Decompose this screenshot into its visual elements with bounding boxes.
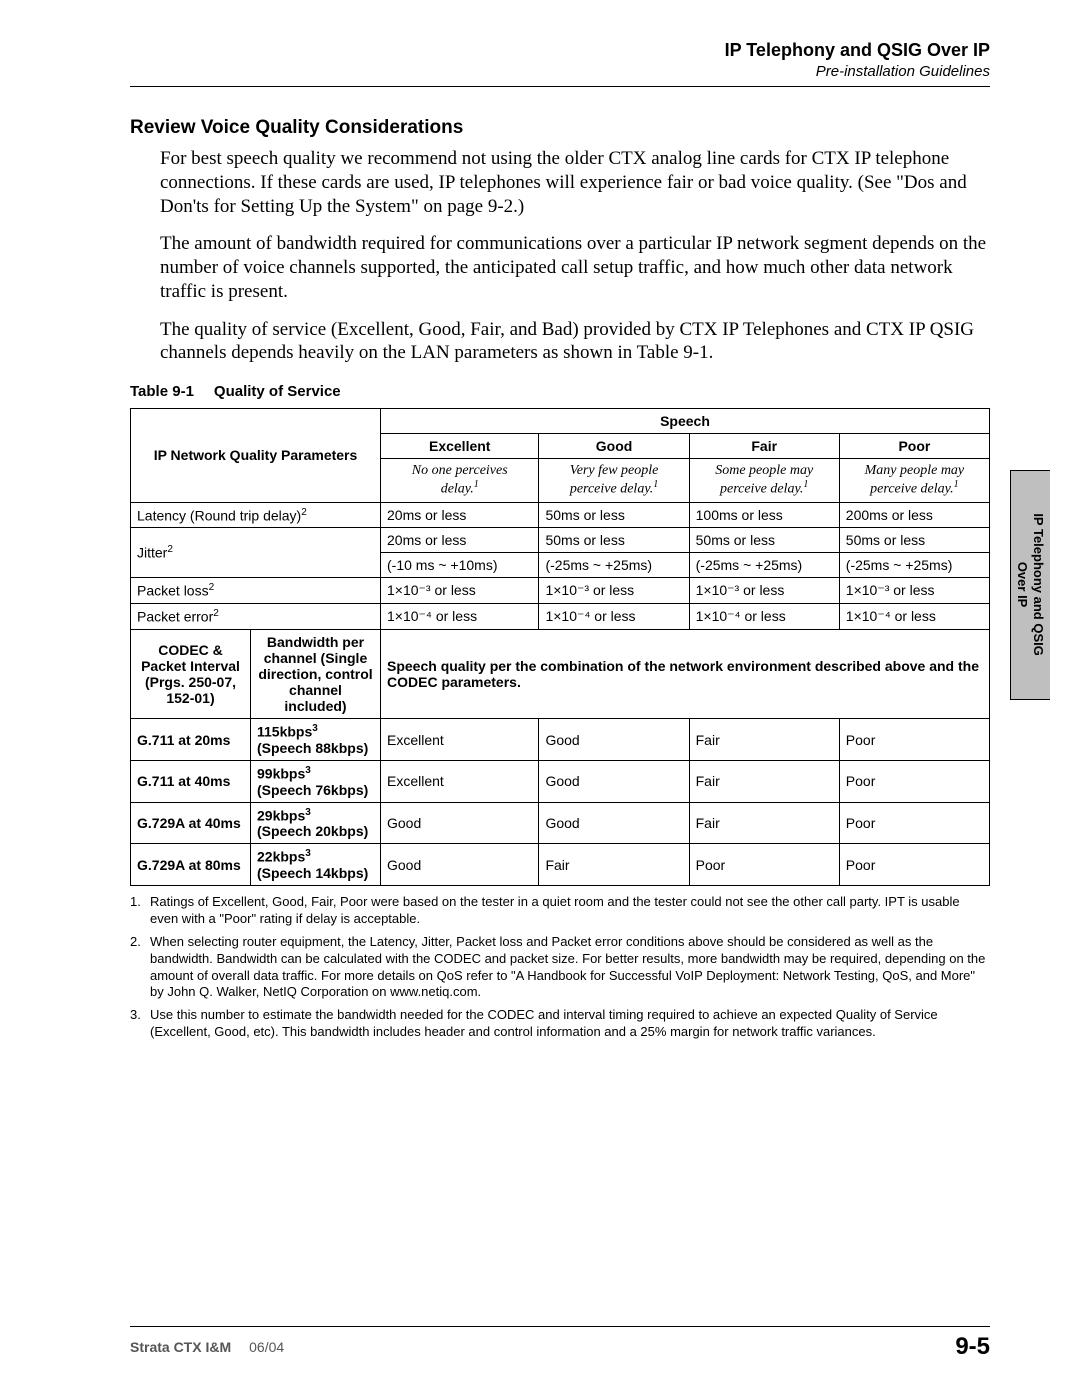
cell: 50ms or less xyxy=(689,528,839,553)
cell: 1×10⁻⁴ or less xyxy=(839,604,989,630)
footer-left: Strata CTX I&M06/04 xyxy=(130,1339,284,1355)
caption-title: Quality of Service xyxy=(214,383,341,400)
th-speech: Speech xyxy=(381,409,990,434)
side-tab-line: IP Telephony and QSIG xyxy=(1031,514,1046,657)
bw-cell: 115kbps3(Speech 88kbps) xyxy=(251,719,381,761)
cell: Poor xyxy=(839,802,989,844)
page-footer: Strata CTX I&M06/04 9-5 xyxy=(130,1326,990,1361)
page-header: IP Telephony and QSIG Over IP Pre-instal… xyxy=(130,40,990,87)
bw-header: Bandwidth per channel (Single direction,… xyxy=(251,630,381,719)
footnotes: 1.Ratings of Excellent, Good, Fair, Poor… xyxy=(130,894,990,1041)
cell: Good xyxy=(539,760,689,802)
cell: 1×10⁻³ or less xyxy=(689,578,839,604)
cell: Poor xyxy=(839,719,989,761)
cell: Good xyxy=(381,844,539,886)
cell: (-25ms ~ +25ms) xyxy=(539,553,689,578)
note-num: 3. xyxy=(130,1007,150,1041)
header-title: IP Telephony and QSIG Over IP xyxy=(130,40,990,61)
cell: 200ms or less xyxy=(839,502,989,528)
cell: 50ms or less xyxy=(539,528,689,553)
cell: Poor xyxy=(689,844,839,886)
cell: 1×10⁻⁴ or less xyxy=(381,604,539,630)
desc-cell: Many people mayperceive delay.1 xyxy=(839,459,989,503)
cell: Fair xyxy=(689,802,839,844)
row-label: Latency (Round trip delay)2 xyxy=(131,502,381,528)
cell: (-10 ms ~ +10ms) xyxy=(381,553,539,578)
cell: Good xyxy=(539,802,689,844)
qos-table: IP Network Quality Parameters Speech Exc… xyxy=(130,408,990,886)
codec-name: G.711 at 20ms xyxy=(131,719,251,761)
paragraph: For best speech quality we recommend not… xyxy=(160,147,990,218)
paragraph: The quality of service (Excellent, Good,… xyxy=(160,318,990,366)
row-label: Packet loss2 xyxy=(131,578,381,604)
caption-label: Table 9-1 xyxy=(130,383,194,400)
header-subtitle: Pre-installation Guidelines xyxy=(130,63,990,80)
bw-cell: 29kbps3(Speech 20kbps) xyxy=(251,802,381,844)
bw-cell: 99kbps3(Speech 76kbps) xyxy=(251,760,381,802)
cell: (-25ms ~ +25ms) xyxy=(689,553,839,578)
cell: Fair xyxy=(689,760,839,802)
cell: 1×10⁻⁴ or less xyxy=(689,604,839,630)
cell: Poor xyxy=(839,760,989,802)
codec-name: G.711 at 40ms xyxy=(131,760,251,802)
note-text: When selecting router equipment, the Lat… xyxy=(150,934,990,1002)
codec-header: CODEC & Packet Interval (Prgs. 250-07, 1… xyxy=(131,630,251,719)
cell: 20ms or less xyxy=(381,528,539,553)
note-num: 1. xyxy=(130,894,150,928)
body-text: For best speech quality we recommend not… xyxy=(130,147,990,365)
side-tab: IP Telephony and QSIG Over IP xyxy=(1010,470,1050,700)
th-poor: Poor xyxy=(839,434,989,459)
cell: Excellent xyxy=(381,719,539,761)
row-label: Jitter2 xyxy=(131,528,381,578)
paragraph: The amount of bandwidth required for com… xyxy=(160,232,990,303)
th-excellent: Excellent xyxy=(381,434,539,459)
cell: 1×10⁻⁴ or less xyxy=(539,604,689,630)
cell: Good xyxy=(539,719,689,761)
cell: Good xyxy=(381,802,539,844)
section-heading: Review Voice Quality Considerations xyxy=(130,117,990,139)
table-caption: Table 9-1 Quality of Service xyxy=(130,383,990,400)
cell: 50ms or less xyxy=(539,502,689,528)
desc-cell: Very few peopleperceive delay.1 xyxy=(539,459,689,503)
cell: 1×10⁻³ or less xyxy=(839,578,989,604)
codec-desc: Speech quality per the combination of th… xyxy=(381,630,990,719)
codec-name: G.729A at 80ms xyxy=(131,844,251,886)
note-text: Ratings of Excellent, Good, Fair, Poor w… xyxy=(150,894,990,928)
cell: 100ms or less xyxy=(689,502,839,528)
th-good: Good xyxy=(539,434,689,459)
desc-cell: No one perceivesdelay.1 xyxy=(381,459,539,503)
cell: (-25ms ~ +25ms) xyxy=(839,553,989,578)
cell: Fair xyxy=(539,844,689,886)
row-label: Packet error2 xyxy=(131,604,381,630)
bw-cell: 22kbps3(Speech 14kbps) xyxy=(251,844,381,886)
cell: Poor xyxy=(839,844,989,886)
codec-name: G.729A at 40ms xyxy=(131,802,251,844)
cell: 50ms or less xyxy=(839,528,989,553)
th-fair: Fair xyxy=(689,434,839,459)
cell: 1×10⁻³ or less xyxy=(539,578,689,604)
note-text: Use this number to estimate the bandwidt… xyxy=(150,1007,990,1041)
side-tab-line: Over IP xyxy=(1016,562,1031,608)
note-num: 2. xyxy=(130,934,150,1002)
page-number: 9-5 xyxy=(955,1333,990,1361)
cell: Excellent xyxy=(381,760,539,802)
cell: 20ms or less xyxy=(381,502,539,528)
cell: 1×10⁻³ or less xyxy=(381,578,539,604)
desc-cell: Some people mayperceive delay.1 xyxy=(689,459,839,503)
cell: Fair xyxy=(689,719,839,761)
th-params: IP Network Quality Parameters xyxy=(131,409,381,503)
